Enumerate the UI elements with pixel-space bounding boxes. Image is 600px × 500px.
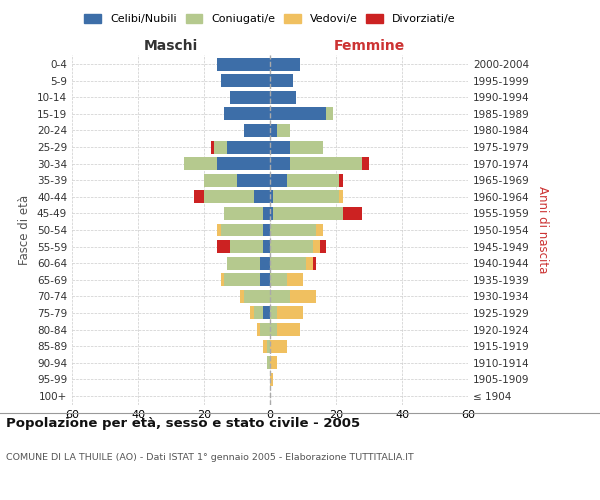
Bar xyxy=(270,157,290,170)
Bar xyxy=(270,108,326,120)
Bar xyxy=(204,174,237,186)
Bar xyxy=(274,207,343,220)
Bar xyxy=(224,108,270,120)
Bar xyxy=(340,174,343,186)
Bar xyxy=(270,323,277,336)
Bar xyxy=(270,190,274,203)
Bar xyxy=(270,74,293,87)
Bar xyxy=(257,323,260,336)
Bar xyxy=(211,140,214,153)
Bar xyxy=(270,124,277,137)
Bar xyxy=(320,240,326,253)
Bar xyxy=(230,91,270,104)
Bar xyxy=(224,207,263,220)
Bar xyxy=(270,290,290,303)
Bar xyxy=(221,274,224,286)
Bar xyxy=(217,58,270,70)
Bar xyxy=(270,140,290,153)
Bar xyxy=(290,157,362,170)
Bar xyxy=(270,356,277,369)
Bar xyxy=(224,274,260,286)
Bar xyxy=(270,207,274,220)
Bar xyxy=(227,256,260,270)
Bar xyxy=(221,224,263,236)
Bar xyxy=(217,240,230,253)
Text: Maschi: Maschi xyxy=(144,40,198,54)
Bar xyxy=(307,256,313,270)
Bar xyxy=(313,256,316,270)
Bar xyxy=(230,240,263,253)
Bar xyxy=(277,306,303,320)
Text: COMUNE DI LA THUILE (AO) - Dati ISTAT 1° gennaio 2005 - Elaborazione TUTTITALIA.: COMUNE DI LA THUILE (AO) - Dati ISTAT 1°… xyxy=(6,452,414,462)
Y-axis label: Anni di nascita: Anni di nascita xyxy=(536,186,549,274)
Bar xyxy=(287,274,303,286)
Bar xyxy=(290,290,316,303)
Bar xyxy=(362,157,369,170)
Bar xyxy=(214,140,227,153)
Bar xyxy=(244,124,270,137)
Bar xyxy=(253,306,263,320)
Bar xyxy=(274,190,340,203)
Bar xyxy=(340,190,343,203)
Bar xyxy=(204,190,254,203)
Bar xyxy=(260,256,270,270)
Bar xyxy=(217,157,270,170)
Bar xyxy=(270,373,274,386)
Bar xyxy=(250,306,254,320)
Bar xyxy=(260,274,270,286)
Text: Popolazione per età, sesso e stato civile - 2005: Popolazione per età, sesso e stato civil… xyxy=(6,418,360,430)
Bar xyxy=(313,240,320,253)
Bar xyxy=(270,274,287,286)
Bar xyxy=(290,140,323,153)
Bar xyxy=(270,224,316,236)
Bar xyxy=(277,323,300,336)
Bar xyxy=(326,108,333,120)
Bar xyxy=(266,356,270,369)
Bar xyxy=(237,174,270,186)
Bar xyxy=(266,340,270,352)
Bar xyxy=(263,306,270,320)
Y-axis label: Fasce di età: Fasce di età xyxy=(19,195,31,265)
Bar xyxy=(184,157,217,170)
Text: Femmine: Femmine xyxy=(334,40,404,54)
Bar xyxy=(260,323,270,336)
Bar xyxy=(270,340,287,352)
Legend: Celibi/Nubili, Coniugati/e, Vedovi/e, Divorziati/e: Celibi/Nubili, Coniugati/e, Vedovi/e, Di… xyxy=(82,12,458,26)
Bar xyxy=(244,290,270,303)
Bar xyxy=(263,207,270,220)
Bar xyxy=(316,224,323,236)
Bar xyxy=(270,240,313,253)
Bar xyxy=(240,290,244,303)
Bar xyxy=(263,224,270,236)
Bar xyxy=(227,140,270,153)
Bar xyxy=(270,58,300,70)
Bar xyxy=(343,207,362,220)
Bar xyxy=(270,174,287,186)
Bar xyxy=(270,256,307,270)
Bar xyxy=(270,306,277,320)
Bar xyxy=(221,74,270,87)
Bar xyxy=(270,91,296,104)
Bar xyxy=(194,190,204,203)
Bar xyxy=(287,174,340,186)
Bar xyxy=(263,340,266,352)
Bar xyxy=(263,240,270,253)
Bar xyxy=(254,190,270,203)
Bar xyxy=(217,224,221,236)
Bar xyxy=(277,124,290,137)
